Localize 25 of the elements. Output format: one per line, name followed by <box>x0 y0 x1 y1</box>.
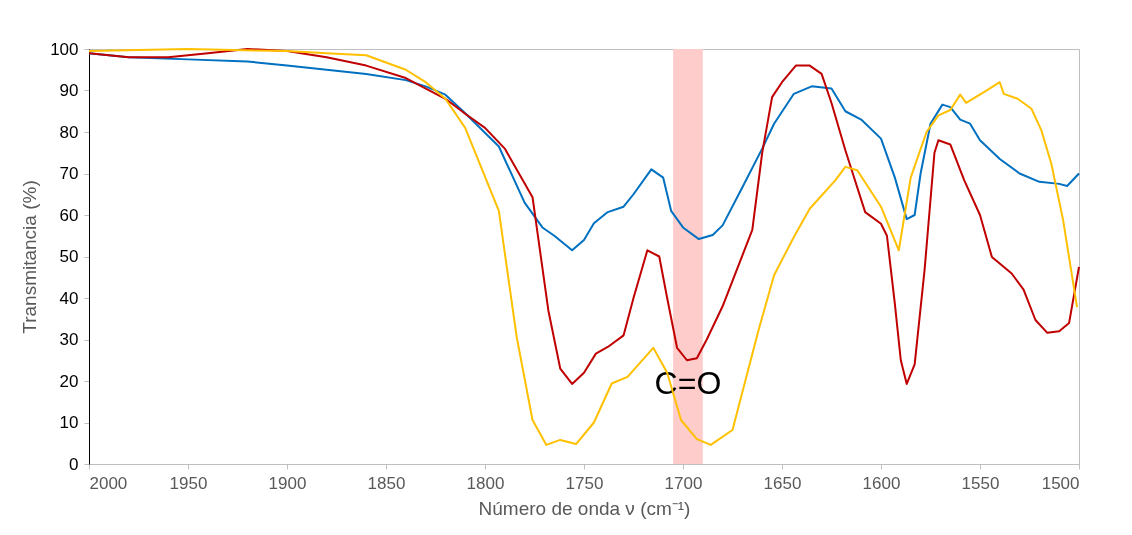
x-tick-label: 1850 <box>367 473 406 493</box>
y-tick-label: 40 <box>59 288 79 308</box>
x-tick-label: 1900 <box>268 473 307 493</box>
y-tick-label: 70 <box>59 164 79 183</box>
x-tick-label: 1650 <box>763 473 802 493</box>
y-tick-label: 30 <box>59 330 79 349</box>
x-tick-label: 1750 <box>565 473 604 493</box>
x-tick-label: 1500 <box>1041 473 1080 493</box>
x-tick-label: 1600 <box>862 473 901 493</box>
x-tick-label: 2000 <box>89 473 128 493</box>
y-tick-label: 20 <box>59 371 79 391</box>
y-tick-label: 80 <box>59 122 79 142</box>
y-tick-label: 10 <box>59 413 79 432</box>
y-tick-label: 90 <box>59 81 79 100</box>
y-tick-label: 50 <box>59 247 79 266</box>
x-tick-label: 1800 <box>466 473 505 493</box>
x-axis-title: Número de onda ν (cm⁻¹) <box>478 497 691 519</box>
line-series <box>88 48 1079 446</box>
y-tick-label: 0 <box>69 454 79 474</box>
x-tick-label: 1700 <box>664 473 703 493</box>
x-tick-label: 1550 <box>961 473 1000 493</box>
y-tick-label: 60 <box>59 205 79 225</box>
y-axis-title: Transmitancia (%) <box>19 180 41 334</box>
x-tick-label: 1950 <box>169 473 208 493</box>
y-tick-label: 100 <box>50 39 79 59</box>
